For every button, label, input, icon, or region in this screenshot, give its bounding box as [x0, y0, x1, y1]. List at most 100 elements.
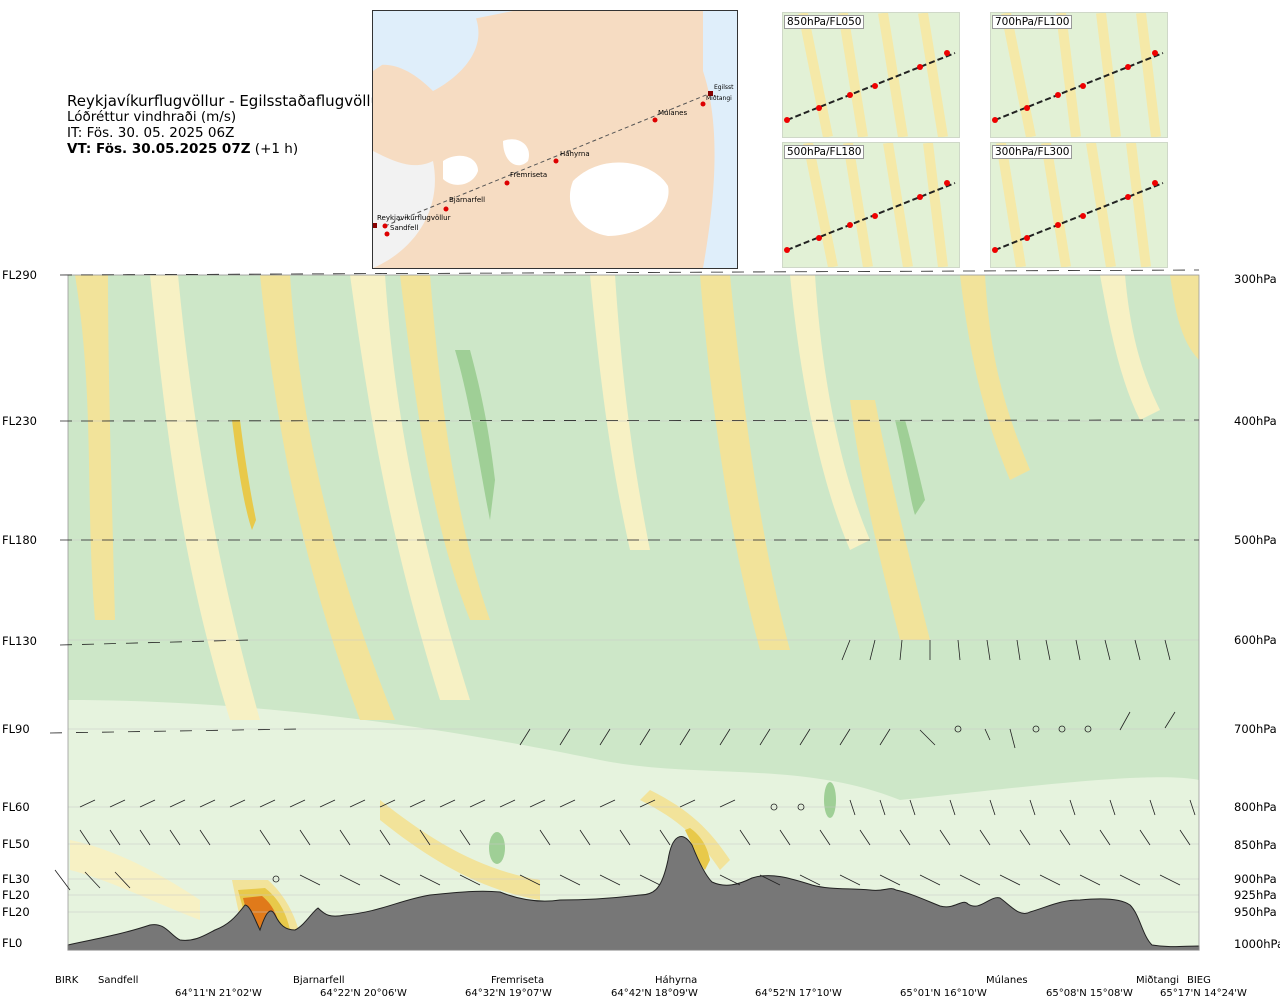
updraft-core — [685, 828, 710, 870]
thumbnail-svg — [783, 13, 959, 137]
level-label-left: FL290 — [2, 268, 37, 282]
level-label-left: FL230 — [2, 414, 37, 428]
calm-wind-marker — [1032, 725, 1040, 733]
valid-time-bold: VT: Fös. 30.05.2025 07Z — [67, 141, 251, 157]
level-label-right: 900hPa — [1234, 872, 1277, 886]
route-point — [700, 101, 706, 107]
updraft-band — [75, 275, 115, 620]
coordinate-label: 64°22'N 20°06'W — [320, 988, 407, 999]
east-sea — [703, 11, 737, 268]
coordinate-label: 64°52'N 17°10'W — [755, 988, 842, 999]
calm-wind-marker — [1058, 725, 1066, 733]
thumbnail-500[interactable]: 500hPa/FL180 — [782, 142, 960, 268]
updraft-band — [260, 275, 395, 720]
updraft-band — [150, 275, 260, 720]
level-label-right: 950hPa — [1234, 905, 1277, 919]
airport-marker — [373, 223, 377, 228]
glacier-vatnajokull — [569, 162, 669, 236]
level-label-right: 1000hPa — [1234, 937, 1280, 951]
updraft-band — [590, 275, 650, 550]
location-label: Bjarnarfell — [293, 975, 345, 986]
thumbnail-svg — [991, 13, 1167, 137]
map-label: Bjarnarfell — [449, 196, 485, 204]
map-label: Reykjavíkurflugvöllur — [377, 214, 451, 222]
chart-header: Reykjavíkurflugvöllur - Egilsstaðaflugvö… — [67, 93, 386, 157]
thumbnail-svg — [783, 143, 959, 267]
location-label: Háhyrna — [655, 975, 698, 986]
level-label-left: FL90 — [2, 722, 30, 736]
updraft-band — [790, 275, 870, 550]
plot-frame — [67, 274, 1200, 951]
level-label-right: 925hPa — [1234, 888, 1277, 902]
level-label-right: 300hPa — [1234, 272, 1277, 286]
issue-time: IT: Fös. 30. 05. 2025 06Z — [67, 125, 235, 141]
level-label-right: 600hPa — [1234, 633, 1277, 647]
updraft-band — [700, 275, 790, 650]
thumbnail-label: 850hPa/FL050 — [784, 15, 865, 29]
level-label-left: FL50 — [2, 837, 30, 851]
low-level-updraft — [70, 840, 200, 920]
updraft-band — [1100, 275, 1160, 420]
low-level-updraft — [640, 790, 730, 870]
calm-wind-marker — [954, 725, 962, 733]
location-label: Miðtangi — [1136, 975, 1180, 986]
barb-row-800 — [79, 799, 1196, 816]
level-label-left: FL180 — [2, 533, 37, 547]
barb-row-700 — [519, 711, 1176, 749]
airport-marker — [708, 91, 713, 96]
level-label-right: 700hPa — [1234, 722, 1277, 736]
updraft-band — [350, 275, 470, 700]
downdraft-core — [824, 782, 836, 818]
location-label: Múlanes — [986, 975, 1028, 986]
level-label-left: FL30 — [2, 872, 30, 886]
valid-time-lead: (+1 h) — [250, 141, 299, 157]
downdraft-core — [455, 350, 495, 520]
route-point — [443, 206, 449, 212]
route-map-svg: Reykjavíkurflugvöllur Sandfell Bjarnarfe… — [373, 11, 737, 268]
thumbnail-label: 300hPa/FL300 — [992, 145, 1073, 159]
valid-time: VT: Fös. 30.05.2025 07Z (+1 h) — [67, 141, 386, 157]
map-label: Múlanes — [658, 109, 687, 117]
cross-section-plot — [49, 269, 1200, 951]
level-label-right: 500hPa — [1234, 533, 1277, 547]
level-label-right: 400hPa — [1234, 414, 1277, 428]
coordinate-label: 65°08'N 15°08'W — [1046, 988, 1133, 999]
location-label: Fremriseta — [491, 975, 545, 986]
updraft-core — [232, 420, 256, 530]
thumbnail-label: 700hPa/FL100 — [992, 15, 1073, 29]
weak-motion-zone — [68, 700, 1199, 950]
level-label-right: 800hPa — [1234, 800, 1277, 814]
route-point — [384, 231, 390, 237]
map-label: Egilsst — [714, 84, 734, 91]
vertical-velocity-field — [68, 275, 1199, 950]
route-title: Reykjavíkurflugvöllur - Egilsstaðaflugvö… — [67, 92, 387, 110]
route-point — [652, 117, 658, 123]
variable-subtitle: Lóðréttur vindhraði (m/s) — [67, 109, 237, 125]
barb-row-600 — [841, 639, 1171, 661]
map-label: Sandfell — [390, 224, 418, 232]
route-map[interactable]: Reykjavíkurflugvöllur Sandfell Bjarnarfe… — [372, 10, 738, 269]
low-level-updraft — [380, 800, 540, 900]
calm-wind-marker — [797, 803, 805, 811]
thumbnail-label: 500hPa/FL180 — [784, 145, 865, 159]
route-point — [504, 180, 510, 186]
location-label: BIEG — [1187, 975, 1211, 986]
coordinate-label: 64°32'N 19°07'W — [465, 988, 552, 999]
map-label: Háhyrna — [560, 150, 590, 158]
level-label-left: FL0 — [2, 936, 23, 950]
calm-wind-marker — [272, 875, 280, 883]
level-label-left: FL60 — [2, 800, 30, 814]
level-label-left: FL20 — [2, 905, 30, 919]
map-label: Miðtangi — [706, 95, 732, 102]
coordinate-label: 64°42'N 18°09'W — [611, 988, 698, 999]
route-point — [382, 223, 388, 229]
thumbnail-300[interactable]: 300hPa/FL300 — [990, 142, 1168, 268]
thumbnail-850[interactable]: 850hPa/FL050 — [782, 12, 960, 138]
calm-wind-marker — [1084, 725, 1092, 733]
location-label: Sandfell — [98, 975, 139, 986]
coordinate-label: 65°17'N 14°24'W — [1160, 988, 1247, 999]
glacier-langjokull — [443, 155, 478, 185]
route-line — [384, 92, 712, 227]
thumbnail-700[interactable]: 700hPa/FL100 — [990, 12, 1168, 138]
coordinate-label: 65°01'N 16°10'W — [900, 988, 987, 999]
